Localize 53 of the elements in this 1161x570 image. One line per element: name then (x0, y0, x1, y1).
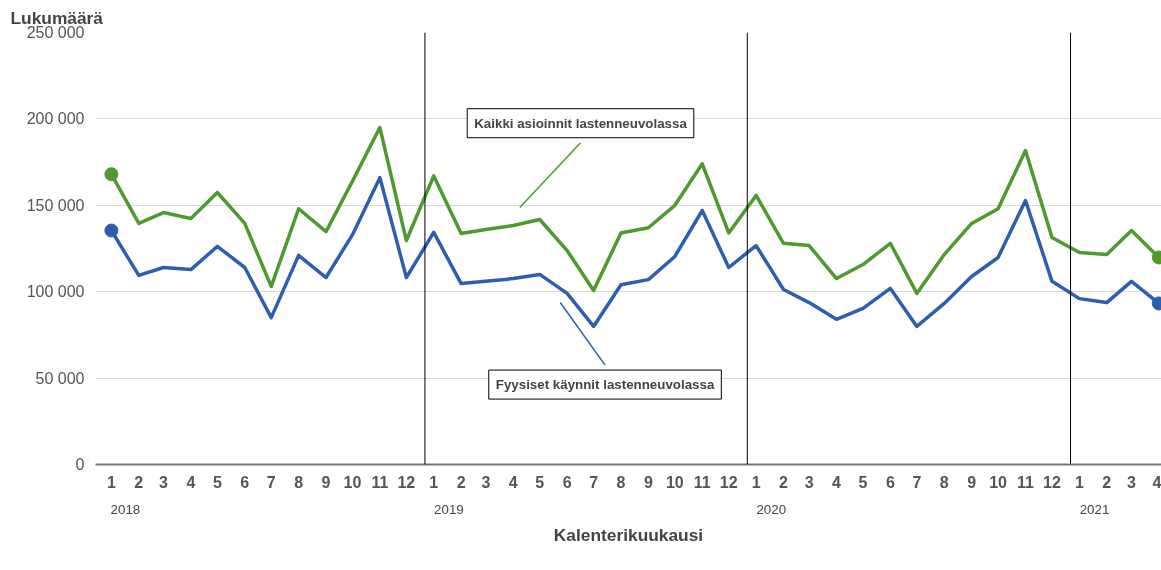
x-tick-label: 12 (1043, 473, 1061, 491)
ref-line-label: 2019 (434, 501, 464, 517)
ref-line-label: 2021 (1079, 501, 1110, 517)
x-tick-label: 3 (1127, 473, 1137, 491)
x-tick-label: 1 (106, 473, 116, 491)
x-tick-label: 1 (751, 473, 761, 491)
x-tick-label: 1 (429, 473, 439, 491)
x-tick-label: 11 (693, 473, 711, 491)
x-tick-label: 7 (266, 473, 276, 491)
x-tick-label: 3 (159, 473, 169, 491)
x-tick-label: 6 (885, 473, 895, 491)
y-tick-label: 50 000 (35, 369, 85, 387)
x-tick-label: 4 (186, 473, 196, 491)
ref-line-label: 2020 (756, 501, 787, 517)
x-tick-label: 7 (912, 473, 922, 491)
x-tick-label: 7 (589, 473, 599, 491)
x-tick-label: 8 (939, 473, 949, 491)
x-tick-label: 5 (212, 473, 222, 491)
x-tick-label: 4 (508, 473, 518, 491)
x-tick-label: 3 (804, 473, 814, 491)
y-tick-label: 150 000 (26, 196, 85, 214)
x-tick-label: 12 (719, 473, 738, 491)
annotation: Kaikki asioinnit lastenneuvolassa (474, 115, 688, 131)
y-tick-label: 250 000 (26, 24, 85, 41)
x-tick-label: 9 (643, 473, 653, 491)
y-tick-label: 200 000 (26, 110, 85, 128)
x-tick-label: 2 (456, 473, 466, 491)
x-tick-label: 11 (1017, 473, 1035, 491)
x-tick-label: 10 (343, 473, 362, 491)
x-tick-label: 1 (1074, 473, 1084, 491)
x-tick-label: 8 (616, 473, 626, 491)
x-axis-title: Kalenterikuukausi (553, 524, 704, 545)
x-tick-label: 2 (779, 473, 789, 491)
x-tick-label: 5 (858, 473, 868, 491)
x-tick-label: 9 (967, 473, 977, 491)
x-tick-label: 3 (481, 473, 491, 491)
x-tick-label: 5 (535, 473, 545, 491)
x-tick-label: 9 (321, 473, 331, 491)
annotation: Fyysiset käynnit lastenneuvolassa (495, 377, 715, 393)
x-tick-label: 10 (665, 473, 684, 491)
y-tick-label: 100 000 (26, 283, 85, 301)
x-tick-label: 8 (294, 473, 304, 491)
x-tick-label: 11 (371, 473, 389, 491)
x-tick-label: 4 (1152, 473, 1161, 491)
x-tick-label: 12 (397, 473, 416, 491)
x-tick-label: 6 (562, 473, 572, 491)
x-tick-label: 2 (1102, 473, 1112, 491)
text: 2018 (110, 501, 141, 517)
x-tick-label: 10 (989, 473, 1008, 491)
y-tick-label: 0 (75, 456, 85, 473)
x-tick-label: 6 (240, 473, 250, 491)
x-tick-label: 4 (832, 473, 842, 491)
x-tick-label: 2 (134, 473, 144, 491)
